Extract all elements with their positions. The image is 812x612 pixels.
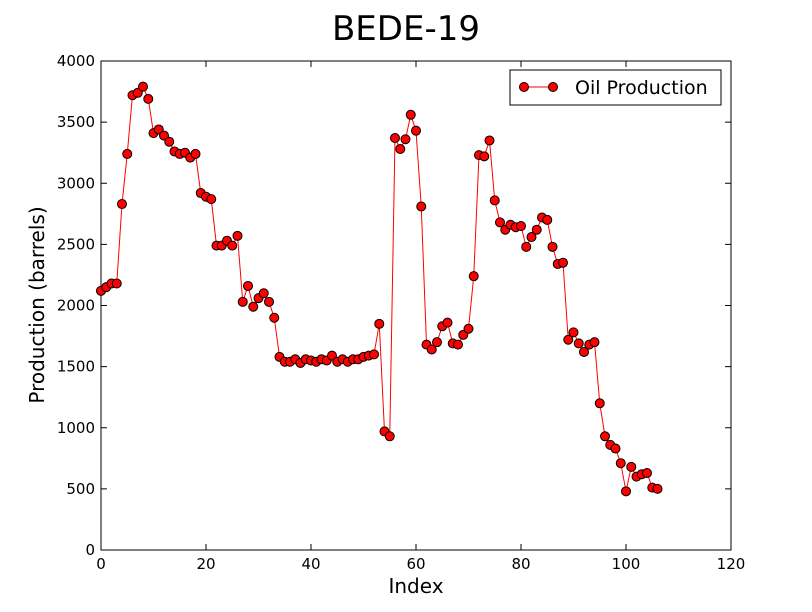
data-point-59 [405,109,416,120]
data-point-81 [521,241,532,252]
y-tick-label-3500: 3500 [57,113,95,131]
data-point-18 [190,148,201,159]
data-point-57 [395,144,406,155]
data-point-64 [432,337,442,348]
data-point-80 [516,221,526,232]
chart-title: BEDE-19 [332,9,480,49]
data-point-28 [243,280,253,291]
data-point-5 [122,148,133,159]
data-point-86 [547,241,558,252]
data-point-66 [442,317,453,328]
data-point-56 [390,133,400,144]
data-point-99 [615,458,626,469]
data-point-32 [264,296,274,307]
data-point-82 [526,232,537,243]
data-point-85 [542,214,553,225]
legend-marker-left [519,82,529,92]
y-tick-label-3000: 3000 [57,174,95,192]
data-point-68 [453,339,463,350]
y-tick-label-1000: 1000 [57,419,95,437]
y-tick-label-2500: 2500 [57,235,95,253]
data-point-3 [111,278,122,289]
x-axis-label: Index [388,574,443,598]
data-point-90 [568,327,579,338]
y-tick-label-4000: 4000 [57,52,95,70]
data-point-96 [600,431,610,442]
data-point-61 [416,201,427,212]
data-point-63 [426,344,437,355]
data-point-75 [489,195,500,206]
data-point-98 [610,443,621,454]
plot-area: 0 20 40 60 80 100 120 0 500 1000 1500 2000 2500 3000 3… [57,52,746,573]
data-point-76 [495,217,505,228]
x-tick-label-60: 60 [406,555,425,573]
data-point-21 [206,194,217,205]
y-tick-label-0: 0 [85,541,95,559]
legend-label: Oil Production [575,77,708,99]
data-point-70 [463,323,474,334]
series-layer [96,81,663,497]
data-point-4 [117,199,127,210]
data-point-104 [642,467,652,478]
x-tick-label-20: 20 [196,555,215,573]
data-point-26 [232,230,243,241]
y-tick-label-500: 500 [66,480,95,498]
x-tick-label-120: 120 [717,555,746,573]
x-tick-label-0: 0 [96,555,106,573]
y-tick-label-1500: 1500 [57,358,95,376]
data-point-29 [248,301,259,312]
data-point-53 [374,318,385,329]
data-point-95 [594,398,605,409]
x-tick-label-80: 80 [511,555,530,573]
data-point-88 [558,257,568,268]
x-tick-label-100: 100 [612,555,641,573]
data-point-31 [258,288,269,299]
data-point-106 [652,483,663,494]
data-point-89 [563,334,574,345]
data-point-71 [468,271,479,282]
tick-layer: 0 20 40 60 80 100 120 0 500 1000 1500 2000 2500 3000 3… [57,52,746,573]
data-point-91 [573,338,584,349]
legend-marker-right [548,82,558,92]
data-point-58 [400,134,411,145]
plot-frame [100,60,732,551]
data-point-25 [227,240,238,251]
data-point-101 [626,461,637,472]
y-axis-label: Production (barrels) [25,206,49,403]
data-point-92 [579,346,589,357]
data-point-60 [411,125,421,136]
data-point-33 [269,312,280,323]
data-point-83 [531,224,542,235]
data-point-27 [237,296,248,307]
data-point-94 [589,337,600,348]
x-tick-label-40: 40 [301,555,320,573]
data-point-9 [143,93,154,104]
y-tick-label-2000: 2000 [57,297,95,315]
data-point-8 [138,81,148,92]
data-point-74 [484,135,495,146]
legend: Oil Production [509,69,722,106]
data-point-13 [164,136,175,147]
data-point-55 [384,431,395,442]
data-point-73 [479,151,490,162]
data-point-100 [621,486,631,497]
data-point-52 [369,349,379,360]
